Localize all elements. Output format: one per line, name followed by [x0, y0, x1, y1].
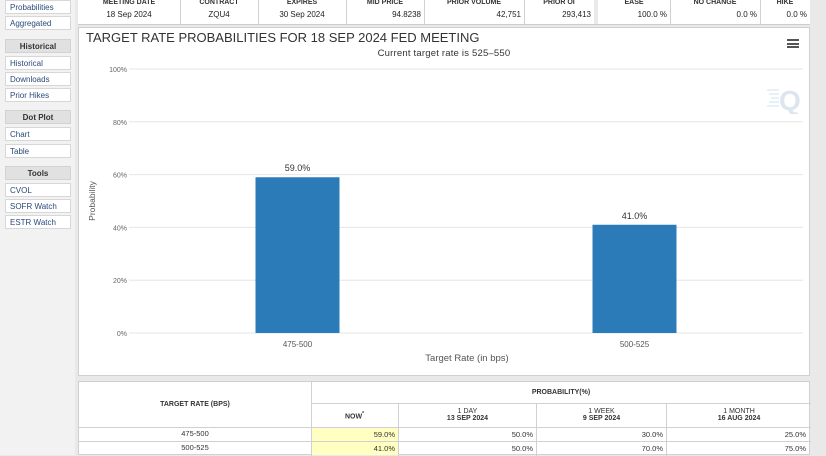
sidebar-item-table[interactable]: Table [5, 144, 71, 158]
sidebar-item-cvol[interactable]: CVOL [5, 183, 71, 197]
table-gap [594, 0, 598, 24]
table-divider [180, 0, 181, 24]
prior-volume-value: 42,751 [496, 10, 521, 19]
row-1-month-value: 75.0% [784, 444, 806, 453]
row-rate: 500-525 [181, 443, 209, 452]
subcol-1-week-label: 1 WEEK [588, 408, 615, 415]
header-contract: CONTRACT [199, 0, 239, 6]
y-tick-label: 60% [113, 173, 127, 180]
subcol-1-month-label: 1 MONTH [723, 408, 755, 415]
target-rate-header: TARGET RATE (BPS) [160, 401, 230, 408]
subcol-1-month-date: 16 AUG 2024 [717, 415, 761, 422]
subcol-1-week: 1 WEEK 9 SEP 2024 [537, 408, 666, 422]
sidebar-item-historical[interactable]: Historical [5, 56, 71, 70]
subcol-now-label: NOW [344, 413, 363, 421]
ease-value: 100.0 % [637, 10, 667, 19]
table-divider [258, 0, 259, 24]
row-1-month-value: 25.0% [784, 430, 806, 439]
probability-header: PROBABILITY(%) [531, 389, 591, 396]
header-ease: EASE [624, 0, 644, 6]
header-no-change: NO CHANGE [693, 0, 737, 6]
header-mid-price: MID PRICE [366, 0, 404, 6]
sidebar-item-estr-watch[interactable]: ESTR Watch [5, 215, 71, 229]
table-divider [424, 0, 425, 24]
header-meeting-date: MEETING DATE [102, 0, 156, 6]
row-1-day-value: 50.0% [511, 430, 533, 439]
sidebar-item-prior-hikes[interactable]: Prior Hikes [5, 88, 71, 102]
bar-chart: 0% 20% 40% 60% 80% 100% 59.0% 475-500 41.0% 500-5… [87, 67, 803, 364]
subcol-now: NOW* [311, 411, 398, 420]
sidebar-section-historical: Historical [5, 39, 71, 53]
cme-watermark-icon: Q [767, 85, 801, 114]
meeting-summary-table: MEETING DATE CONTRACT EXPIRES MID PRICE … [78, 0, 810, 25]
chart-subtitle: Current target rate is 525–550 [377, 48, 511, 59]
table-divider [670, 0, 671, 24]
contract-value: ZQU4 [208, 10, 230, 19]
y-tick-label: 0% [117, 331, 127, 338]
row-rate: 475-500 [181, 429, 209, 438]
no-change-value: 0.0 % [736, 10, 757, 19]
label-layer: 0% 20% 40% 60% 80% 100% 59.0% 475-500 41.0% 500-5… [109, 67, 650, 349]
watermark-letter: Q [779, 85, 801, 114]
row-1-week-value: 30.0% [641, 430, 663, 439]
bar[interactable] [255, 177, 340, 333]
table-divider [524, 0, 525, 24]
subcol-1-month: 1 MONTH 16 AUG 2024 [667, 408, 811, 422]
subcol-1-day-date: 13 SEP 2024 [446, 415, 489, 422]
x-tick-label: 475-500 [283, 340, 313, 349]
sidebar-item-chart[interactable]: Chart [5, 127, 71, 141]
meeting-date-value: 18 Sep 2024 [106, 10, 152, 19]
hike-value: 0.0 % [786, 10, 807, 19]
header-prior-volume: PRIOR VOLUME [446, 0, 502, 6]
expires-value: 30 Sep 2024 [279, 10, 325, 19]
sidebar: Probabilities Aggregated Historical Hist… [0, 0, 75, 455]
subcol-1-day: 1 DAY 13 SEP 2024 [399, 408, 536, 422]
row-now-value: 41.0% [312, 442, 398, 455]
sidebar-section-dot-plot: Dot Plot [5, 110, 71, 124]
row-1-day-value: 50.0% [511, 444, 533, 453]
subcol-1-day-label: 1 DAY [457, 408, 478, 415]
chart-panel: TARGET RATE PROBABILITIES FOR 18 SEP 202… [78, 27, 810, 376]
sidebar-section-tools: Tools [5, 166, 71, 180]
x-tick-label: 500-525 [620, 340, 650, 349]
x-axis-label: Target Rate (in bps) [425, 353, 508, 364]
bar-layer [255, 177, 677, 333]
y-tick-label: 20% [113, 278, 127, 285]
bar-data-label: 41.0% [622, 211, 648, 221]
header-prior-oi: PRIOR OI [543, 0, 575, 6]
header-hike: HIKE [776, 0, 794, 6]
prior-oi-value: 293,413 [562, 10, 591, 19]
grid-layer [129, 68, 803, 334]
hamburger-menu-icon[interactable] [787, 39, 799, 48]
sidebar-item-probabilities[interactable]: Probabilities [5, 0, 71, 14]
y-tick-label: 40% [113, 225, 127, 232]
table-divider [346, 0, 347, 24]
subcol-now-marker: * [362, 411, 365, 417]
y-tick-label: 80% [113, 120, 127, 127]
table-divider [760, 0, 761, 24]
mid-price-value: 94.8238 [392, 10, 421, 19]
y-axis-label: Probability [87, 180, 97, 220]
sidebar-item-aggregated[interactable]: Aggregated [5, 16, 71, 30]
subcol-1-week-date: 9 SEP 2024 [582, 415, 621, 422]
bar[interactable] [592, 224, 677, 333]
y-tick-label: 100% [109, 67, 127, 74]
row-now-value: 59.0% [312, 428, 398, 441]
row-1-week-value: 70.0% [641, 444, 663, 453]
sidebar-item-sofr-watch[interactable]: SOFR Watch [5, 199, 71, 213]
header-expires: EXPIRES [286, 0, 318, 6]
sidebar-item-downloads[interactable]: Downloads [5, 72, 71, 86]
bar-data-label: 59.0% [285, 163, 311, 173]
chart-title: TARGET RATE PROBABILITIES FOR 18 SEP 202… [86, 30, 480, 45]
probability-table: TARGET RATE (BPS) PROBABILITY(%) NOW* 1 … [78, 381, 811, 456]
